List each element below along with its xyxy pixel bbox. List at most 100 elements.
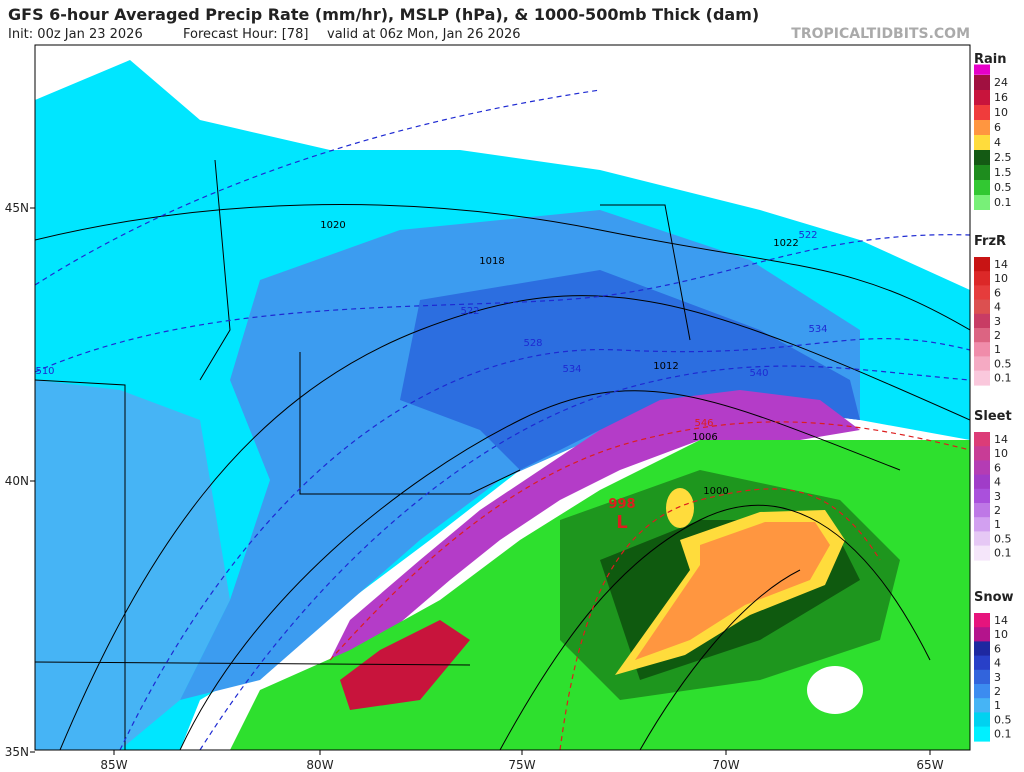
legend-label: 0.1 bbox=[994, 728, 1012, 741]
legend-label: 14 bbox=[994, 433, 1008, 446]
legend-swatch bbox=[974, 370, 990, 386]
lat-label: 45N bbox=[5, 201, 29, 215]
legend-swatch bbox=[974, 460, 990, 476]
legend-label: 10 bbox=[994, 272, 1008, 285]
legend-swatch bbox=[974, 446, 990, 462]
legend-swatch bbox=[974, 503, 990, 518]
legend-label: 4 bbox=[994, 301, 1001, 314]
lon-label: 70W bbox=[712, 758, 739, 772]
lat-label: 40N bbox=[5, 474, 29, 488]
legend-swatch bbox=[974, 64, 990, 75]
legend-label: 4 bbox=[994, 136, 1001, 149]
legend-label: 6 bbox=[994, 461, 1001, 474]
legend-swatch bbox=[974, 120, 990, 135]
legend-label: 10 bbox=[994, 447, 1008, 460]
legend-swatch bbox=[974, 627, 990, 643]
lon-label: 65W bbox=[916, 758, 943, 772]
legend-swatch bbox=[974, 285, 990, 301]
legend-swatch bbox=[974, 356, 990, 372]
legend-swatch bbox=[974, 135, 990, 150]
thickness-label: 522 bbox=[798, 230, 817, 241]
legend-label: 0.5 bbox=[994, 713, 1012, 726]
legend-swatch bbox=[974, 669, 990, 685]
legend-title: Snow bbox=[974, 590, 1014, 605]
lon-label: 85W bbox=[100, 758, 127, 772]
thickness-label: 510 bbox=[35, 366, 54, 377]
legend-label: 6 bbox=[994, 642, 1001, 655]
title: GFS 6-hour Averaged Precip Rate (mm/hr),… bbox=[8, 5, 759, 24]
legend-swatch bbox=[974, 313, 990, 329]
legend-swatch bbox=[974, 195, 990, 210]
legend-label: 0.1 bbox=[994, 196, 1012, 209]
legend-label: 2 bbox=[994, 685, 1001, 698]
legend-swatch bbox=[974, 531, 990, 547]
thickness-label: 534 bbox=[562, 364, 581, 375]
thickness-label: 522 bbox=[460, 306, 479, 317]
legend-swatch bbox=[974, 545, 990, 561]
isobar-label: 1020 bbox=[320, 220, 345, 231]
legend-title: Rain bbox=[974, 52, 1007, 67]
low-pressure: 998 bbox=[608, 497, 635, 512]
init: Init: 00z Jan 23 2026 bbox=[8, 27, 143, 42]
legend-label: 0.1 bbox=[994, 372, 1012, 385]
legend-label: 24 bbox=[994, 76, 1008, 89]
legend-swatch bbox=[974, 712, 990, 728]
legend-label: 2 bbox=[994, 504, 1001, 517]
thickness-label: 528 bbox=[523, 338, 542, 349]
legend-label: 3 bbox=[994, 315, 1001, 328]
legend-label: 4 bbox=[994, 657, 1001, 670]
legend-label: 10 bbox=[994, 106, 1008, 119]
thickness-label: 540 bbox=[749, 368, 768, 379]
legend-swatch bbox=[974, 517, 990, 533]
legend-swatch bbox=[974, 432, 990, 447]
legend-label: 0.5 bbox=[994, 181, 1012, 194]
legend-label: 6 bbox=[994, 286, 1001, 299]
legend-swatch bbox=[974, 165, 990, 180]
legend-label: 10 bbox=[994, 628, 1008, 641]
legend-label: 14 bbox=[994, 614, 1008, 627]
legend-swatch bbox=[974, 271, 990, 287]
legend-label: 1.5 bbox=[994, 166, 1012, 179]
lon-label: 75W bbox=[508, 758, 535, 772]
legend-swatch bbox=[974, 180, 990, 195]
legend-label: 4 bbox=[994, 476, 1001, 489]
legend-label: 3 bbox=[994, 671, 1001, 684]
isobar-label: 1022 bbox=[773, 238, 798, 249]
valid-time: valid at 06z Mon, Jan 26 2026 bbox=[327, 27, 521, 42]
legend-label: 14 bbox=[994, 258, 1008, 271]
legend-label: 1 bbox=[994, 699, 1001, 712]
legend-swatch bbox=[974, 488, 990, 504]
legend-title: FrzR bbox=[974, 234, 1006, 249]
map: 1020 1018 1022 1012 1006 1000 510 522 528 534 534 5… bbox=[34, 44, 971, 751]
low-symbol: L bbox=[616, 512, 627, 533]
legend-label: 0.5 bbox=[994, 532, 1012, 545]
legend-label: 1 bbox=[994, 343, 1001, 356]
legend-swatch bbox=[974, 150, 990, 165]
lat-label: 35N bbox=[5, 745, 29, 759]
forecast-hour: Forecast Hour: [78] bbox=[183, 27, 308, 42]
legend-label: 0.5 bbox=[994, 357, 1012, 370]
legend-label: 16 bbox=[994, 91, 1008, 104]
lon-label: 80W bbox=[306, 758, 333, 772]
site: TROPICALTIDBITS.COM bbox=[791, 26, 970, 42]
legend-label: 2.5 bbox=[994, 151, 1012, 164]
legend-swatch bbox=[974, 684, 990, 699]
isobar-label: 1018 bbox=[479, 256, 504, 267]
legend-swatch bbox=[974, 299, 990, 315]
legend-swatch bbox=[974, 342, 990, 358]
legend-label: 3 bbox=[994, 490, 1001, 503]
thickness-label: 534 bbox=[808, 324, 827, 335]
legend-swatch bbox=[974, 726, 990, 742]
legend-title: Sleet bbox=[974, 409, 1012, 424]
legend-swatch bbox=[974, 90, 990, 105]
legend-swatch bbox=[974, 75, 990, 90]
legend-swatch bbox=[974, 257, 990, 272]
legend-swatch bbox=[974, 105, 990, 120]
legend-swatch bbox=[974, 641, 990, 657]
isobar-label: 1000 bbox=[703, 486, 728, 497]
legend-swatch bbox=[974, 328, 990, 343]
legend-swatch bbox=[974, 613, 990, 628]
isobar-label: 1012 bbox=[653, 361, 678, 372]
legend-label: 0.1 bbox=[994, 547, 1012, 560]
legend-label: 2 bbox=[994, 329, 1001, 342]
